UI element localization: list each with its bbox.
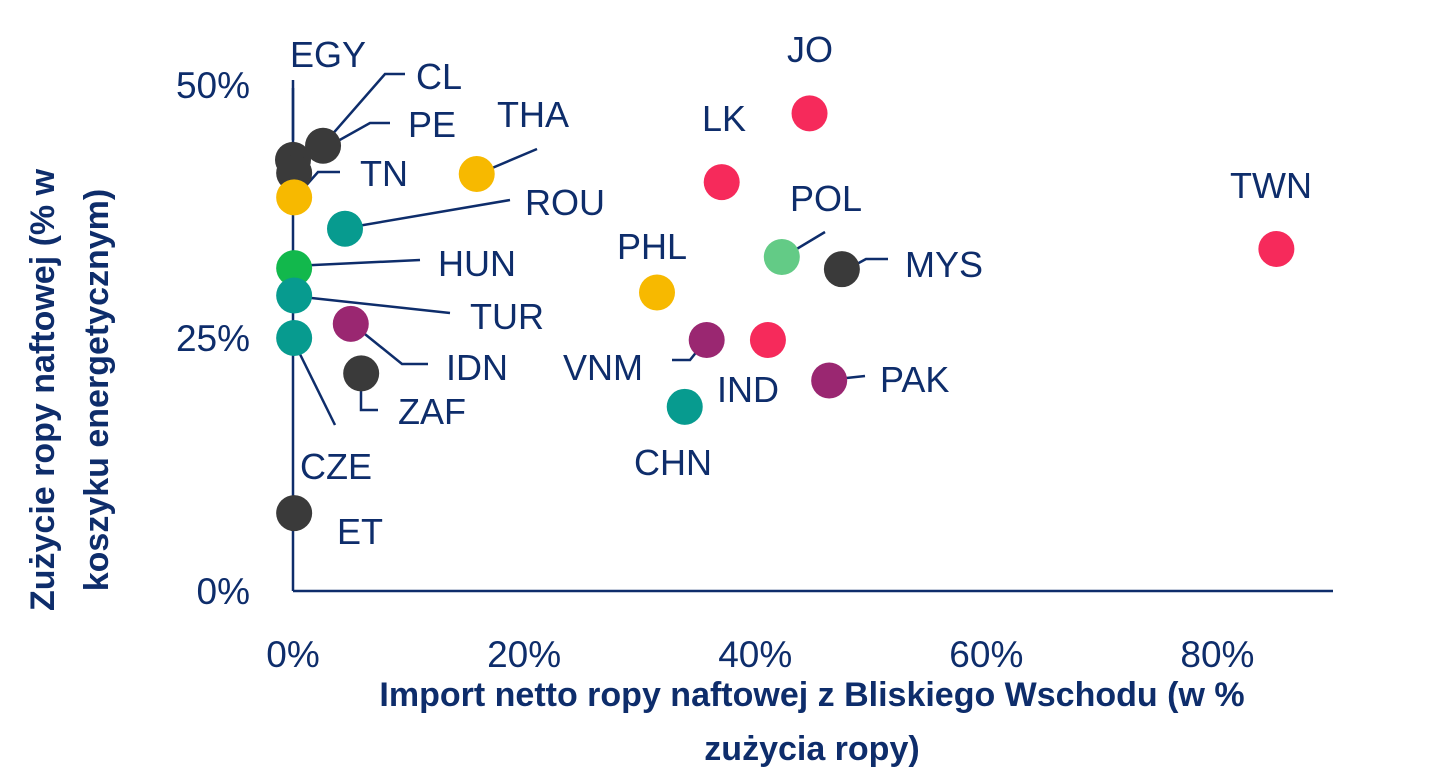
point-label-rou: ROU [525,182,605,223]
point-lk [703,164,740,201]
data-points [275,95,1295,532]
point-cze [276,320,313,356]
point-label-chn: CHN [634,442,712,483]
x-tick-label: 20% [487,634,561,675]
point-twn [1258,230,1295,267]
x-axis-title-line-1: Import netto ropy naftowej z Bliskiego W… [379,676,1244,714]
x-tick-label: 0% [266,634,319,675]
point-vnm [688,322,725,359]
point-label-twn: TWN [1230,165,1312,206]
point-label-idn: IDN [446,347,508,388]
point-chn [666,388,703,425]
y-tick-label: 25% [176,318,250,359]
point-label-mys: MYS [905,244,983,285]
point-phl [639,274,675,311]
point-label-tn: TN [360,153,408,194]
point-tur [276,277,313,314]
point-label-jo: JO [787,29,833,70]
point-label-vnm: VNM [563,347,643,388]
point-pak [811,362,848,399]
leader-line-idn [349,321,428,366]
point-label-pak: PAK [880,359,949,400]
axis-titles: Import netto ropy naftowej z Bliskiego W… [24,168,1245,768]
point-cl [305,127,342,164]
leader-line-hun [292,258,421,268]
y-axis-title-line-2: koszyku energetycznym) [78,189,116,592]
tick-labels: 0% 20% 40% 60% 80% 0% 25% 50% [176,65,1255,675]
point-label-lk: LK [702,98,746,139]
point-jo [791,95,828,132]
point-mys [823,251,860,288]
x-axis-title-line-2: zużycia ropy) [704,730,919,768]
point-hun [276,250,313,287]
point-tn [276,179,313,216]
point-label-pe: PE [408,104,456,145]
y-tick-label: 0% [197,571,250,612]
point-label-tha: THA [497,94,569,135]
point-label-zaf: ZAF [398,391,466,432]
y-axis-title-line-1: Zużycie ropy naftowej (% w [24,168,62,611]
leader-line-rou [345,198,511,230]
point-label-tur: TUR [470,296,544,337]
point-label-pol: POL [790,178,862,219]
point-label-cze: CZE [300,446,372,487]
point-label-egy: EGY [290,34,366,75]
point-idn [332,305,369,342]
x-tick-label: 60% [949,634,1023,675]
point-label-ind: IND [717,369,779,410]
leader-line-cl [322,72,405,146]
point-pol [763,239,800,276]
point-rou [327,210,363,247]
y-tick-label: 50% [176,65,250,106]
point-label-cl: CL [416,56,462,97]
x-tick-label: 40% [718,634,792,675]
point-zaf [343,355,380,392]
point-label-hun: HUN [438,243,516,284]
point-label-et: ET [337,511,383,552]
point-label-phl: PHL [617,226,687,267]
point-tha [458,156,495,193]
x-tick-label: 80% [1180,634,1254,675]
leader-line-tur [292,294,451,315]
point-et [276,495,313,532]
axes [291,80,1333,593]
point-ind [749,322,786,359]
